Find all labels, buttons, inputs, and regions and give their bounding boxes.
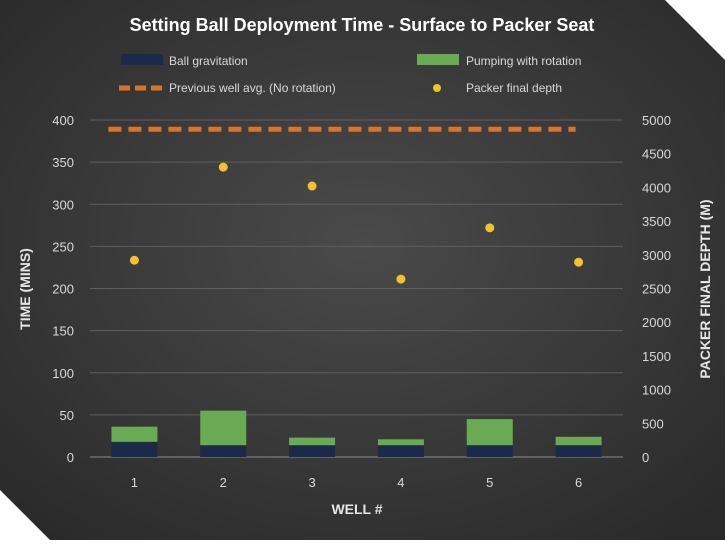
y-tick-label: 350 <box>52 155 74 170</box>
y2-tick-label: 0 <box>642 450 649 465</box>
y2-tick-label: 5000 <box>642 113 671 128</box>
legend-label-ball-gravitation: Ball gravitation <box>169 54 248 68</box>
bar-segment-pumping-with-rotation <box>200 410 247 446</box>
y-tick-label: 0 <box>67 450 74 465</box>
y-axis-left-title: TIME (MINS) <box>17 248 33 330</box>
packer-depth-point <box>129 255 139 265</box>
depth-points <box>129 162 584 284</box>
packer-depth-point <box>307 181 317 191</box>
legend-label-packer-final-depth: Packer final depth <box>466 81 562 95</box>
gridlines <box>90 119 623 416</box>
packer-depth-point <box>218 162 228 172</box>
y-axis-left: 0 50 100 150 200 250 300 350 400 <box>52 113 74 465</box>
legend-label-pumping-with-rotation: Pumping with rotation <box>466 54 581 68</box>
y-tick-label: 400 <box>52 113 74 128</box>
legend-label-previous-well-avg: Previous well avg. (No rotation) <box>169 81 336 95</box>
bar-segment-pumping-with-rotation <box>377 439 424 446</box>
x-tick-label: 1 <box>131 475 138 490</box>
y2-tick-label: 1000 <box>642 383 671 398</box>
x-tick-label: 3 <box>308 475 315 490</box>
bar-segment-pumping-with-rotation <box>555 436 602 446</box>
bar-segment-pumping-with-rotation <box>111 426 158 442</box>
y-tick-label: 200 <box>52 282 74 297</box>
bar-segment-ball-gravitation <box>466 445 513 457</box>
y-tick-label: 250 <box>52 239 74 254</box>
x-tick-label: 6 <box>575 475 582 490</box>
y-tick-label: 150 <box>52 324 74 339</box>
bar-segment-ball-gravitation <box>555 445 602 457</box>
y-axis-right-title: PACKER FINAL DEPTH (M) <box>697 199 713 378</box>
x-tick-label: 4 <box>397 475 404 490</box>
packer-depth-point <box>396 274 406 284</box>
bar-segment-ball-gravitation <box>200 445 247 457</box>
bar-segment-ball-gravitation <box>377 445 424 457</box>
y2-tick-label: 4500 <box>642 147 671 162</box>
y2-tick-label: 3500 <box>642 214 671 229</box>
chart-title: Setting Ball Deployment Time - Surface t… <box>130 15 595 35</box>
x-axis-title: WELL # <box>331 501 382 517</box>
y-tick-label: 100 <box>52 366 74 381</box>
x-axis: 1 2 3 4 5 6 <box>90 456 623 490</box>
y-tick-label: 50 <box>60 408 74 423</box>
y-axis-right: 0 500 1000 1500 2000 2500 3000 3500 4000 4500 5000 <box>642 113 671 465</box>
y2-tick-label: 3000 <box>642 248 671 263</box>
bar-segment-ball-gravitation <box>111 441 158 457</box>
y2-tick-label: 1500 <box>642 349 671 364</box>
x-tick-label: 2 <box>220 475 227 490</box>
packer-depth-point <box>485 223 495 233</box>
bars <box>111 410 602 457</box>
y2-tick-label: 2000 <box>642 315 671 330</box>
bar-segment-pumping-with-rotation <box>466 419 513 446</box>
legend-swatch-ball-gravitation <box>121 54 163 65</box>
x-tick-label: 5 <box>486 475 493 490</box>
legend: Ball gravitation Pumping with rotation P… <box>119 54 581 95</box>
legend-swatch-pumping-with-rotation <box>417 54 459 65</box>
legend-swatch-packer-final-depth <box>433 84 441 92</box>
packer-depth-point <box>574 257 584 267</box>
y2-tick-label: 2500 <box>642 282 671 297</box>
bar-segment-pumping-with-rotation <box>289 437 336 446</box>
y2-tick-label: 4000 <box>642 180 671 195</box>
y2-tick-label: 500 <box>642 416 664 431</box>
bar-segment-ball-gravitation <box>289 445 336 457</box>
y-tick-label: 300 <box>52 197 74 212</box>
